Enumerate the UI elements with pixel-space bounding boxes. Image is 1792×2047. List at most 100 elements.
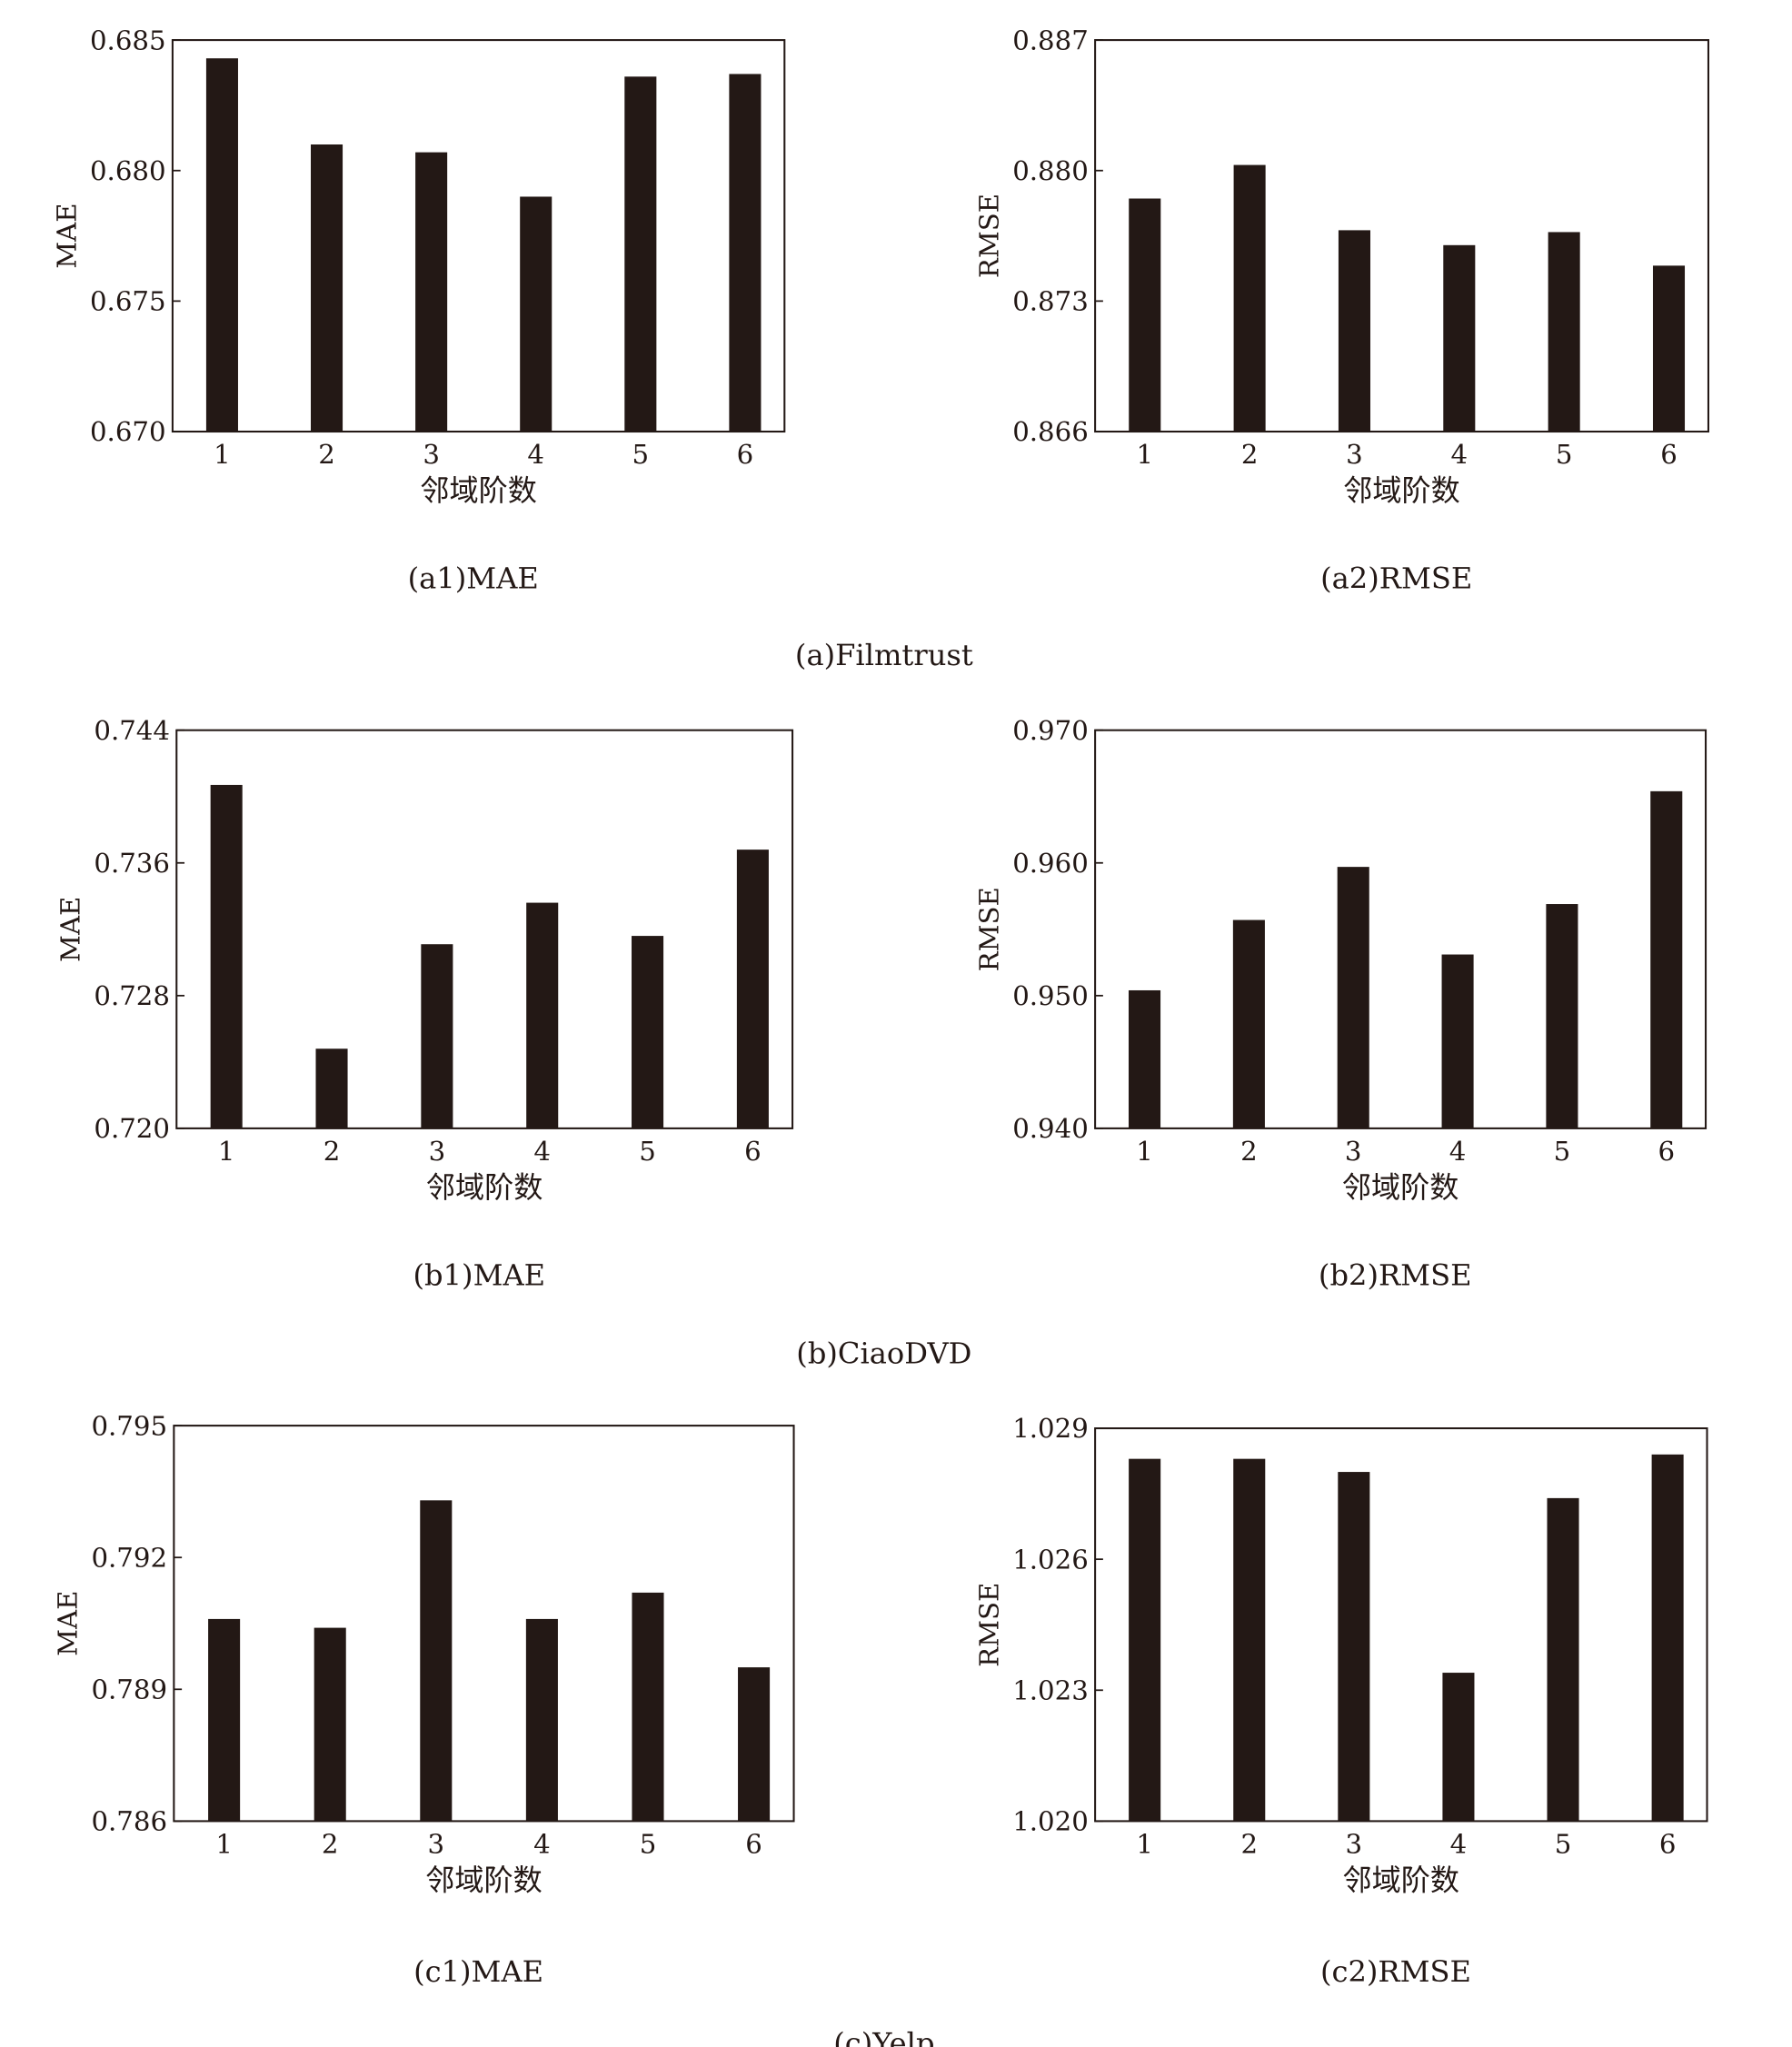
bar <box>1232 919 1265 1128</box>
x-tick-label: 4 <box>1449 1136 1467 1167</box>
bar <box>1233 1458 1266 1822</box>
subfigure-caption: (c1)MAE <box>413 1954 543 1989</box>
y-tick-label: 0.786 <box>91 1806 167 1837</box>
x-tick-label: 1 <box>218 1136 235 1167</box>
x-tick-label: 6 <box>1659 1828 1677 1859</box>
x-tick-label: 6 <box>1658 1136 1675 1167</box>
bar <box>520 196 553 432</box>
y-tick-label: 0.940 <box>1012 1113 1089 1144</box>
y-tick-label: 0.685 <box>90 25 166 55</box>
x-tick-label: 2 <box>324 1136 341 1167</box>
x-tick-label: 3 <box>428 1828 445 1859</box>
plot-frame <box>175 729 794 1129</box>
y-axis-label: RMSE <box>973 194 1004 278</box>
bar <box>632 1592 664 1822</box>
bar <box>1129 1458 1161 1822</box>
bar <box>1337 867 1369 1128</box>
chart-a2: 0.866 0.873 0.880 0.887 1 2 3 4 5 6 邻域阶数 RMSE (a2)RM… <box>973 25 1709 595</box>
y-tick-label: 0.792 <box>91 1542 167 1573</box>
x-tick-label: 5 <box>1554 1136 1571 1167</box>
y-tick-label: 0.960 <box>1012 848 1089 879</box>
y-tick-label: 1.023 <box>1012 1675 1089 1706</box>
bar <box>1338 230 1370 432</box>
plot-frame <box>171 39 786 433</box>
chart-a1: 0.670 0.675 0.680 0.685 1 2 3 4 5 6 邻域阶数 MAE (a1)MAE <box>51 25 786 595</box>
bar <box>311 144 343 432</box>
x-tick-label: 5 <box>632 439 650 470</box>
x-tick-label: 6 <box>745 1828 762 1859</box>
bar <box>421 944 453 1128</box>
x-tick-label: 4 <box>533 1136 551 1167</box>
x-tick-label: 6 <box>1660 439 1678 470</box>
x-tick-label: 3 <box>429 1136 446 1167</box>
y-tick-label: 0.675 <box>90 286 166 317</box>
y-axis-label: RMSE <box>973 1583 1004 1667</box>
chart-c1: 0.786 0.789 0.792 0.795 1 2 3 4 5 6 邻域阶数 MAE (c1)MAE <box>53 1410 795 1989</box>
bar <box>1547 1497 1579 1822</box>
bar <box>738 1667 771 1822</box>
bar <box>1546 904 1578 1128</box>
group-caption-c: (c)Yelp <box>833 2026 934 2047</box>
x-tick-label: 5 <box>640 1828 657 1859</box>
bar <box>1338 1472 1370 1822</box>
x-tick-label: 1 <box>1136 1136 1153 1167</box>
y-tick-label: 0.950 <box>1012 980 1089 1011</box>
bar <box>205 58 238 432</box>
bar <box>1233 164 1266 432</box>
x-tick-label: 4 <box>533 1828 551 1859</box>
bar <box>1129 989 1161 1128</box>
x-tick-label: 1 <box>214 439 231 470</box>
plot-frame <box>1094 39 1709 433</box>
x-tick-label: 4 <box>1451 439 1468 470</box>
bar <box>1651 1454 1684 1822</box>
subfigure-caption: (b2)RMSE <box>1319 1257 1472 1292</box>
bar <box>1441 954 1474 1128</box>
x-tick-label: 3 <box>423 439 440 470</box>
bar <box>420 1500 453 1822</box>
bar <box>729 74 762 432</box>
y-tick-label: 0.680 <box>90 155 166 186</box>
y-tick-label: 0.970 <box>1012 715 1089 746</box>
x-axis-label: 邻域阶数 <box>1343 473 1459 508</box>
bar <box>1443 244 1476 432</box>
x-tick-label: 2 <box>1240 1828 1258 1859</box>
y-tick-label: 1.029 <box>1012 1413 1089 1444</box>
x-axis-label: 邻域阶数 <box>420 473 537 508</box>
y-tick-label: 0.789 <box>91 1674 167 1705</box>
y-tick-label: 0.873 <box>1012 286 1089 317</box>
x-tick-label: 4 <box>527 439 544 470</box>
x-tick-label: 6 <box>744 1136 762 1167</box>
x-tick-label: 1 <box>1136 1828 1153 1859</box>
subfigure-caption: (a1)MAE <box>408 561 539 595</box>
bar <box>1442 1673 1475 1822</box>
y-tick-label: 1.026 <box>1012 1544 1089 1575</box>
y-tick-label: 0.866 <box>1012 416 1089 447</box>
x-tick-label: 5 <box>1555 1828 1572 1859</box>
y-axis-label: RMSE <box>973 887 1004 971</box>
x-axis-label: 邻域阶数 <box>425 1863 543 1897</box>
bar <box>1129 198 1161 432</box>
chart-b2: 0.940 0.950 0.960 0.970 1 2 3 4 5 6 邻域阶数 RMSE (b2)RM… <box>973 715 1707 1292</box>
x-axis-label: 邻域阶数 <box>1343 1863 1460 1897</box>
plot-frame <box>173 1425 795 1823</box>
y-tick-label: 0.720 <box>94 1113 170 1144</box>
y-tick-label: 0.736 <box>94 848 170 879</box>
x-tick-label: 2 <box>1240 1136 1258 1167</box>
bar <box>1652 265 1686 432</box>
group-caption-a: (a)Filmtrust <box>795 638 973 672</box>
y-axis-label: MAE <box>55 897 86 962</box>
bar <box>210 784 243 1128</box>
x-tick-label: 3 <box>1345 1136 1362 1167</box>
x-axis-label: 邻域阶数 <box>426 1170 543 1205</box>
x-tick-label: 3 <box>1346 1828 1363 1859</box>
plot-frame <box>1094 729 1707 1129</box>
y-axis-label: MAE <box>51 203 82 268</box>
bar <box>314 1627 346 1822</box>
y-tick-label: 1.020 <box>1012 1806 1089 1837</box>
bar <box>624 76 657 432</box>
x-tick-label: 5 <box>639 1136 656 1167</box>
subfigure-caption: (a2)RMSE <box>1320 561 1472 595</box>
x-axis-label: 邻域阶数 <box>1342 1170 1459 1205</box>
y-tick-label: 0.880 <box>1012 155 1089 186</box>
bar <box>415 152 448 432</box>
